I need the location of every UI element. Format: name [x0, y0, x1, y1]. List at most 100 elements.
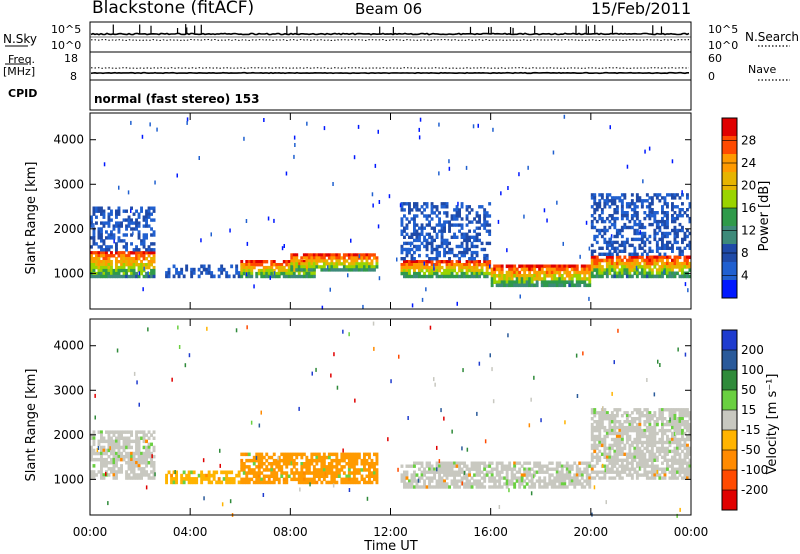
velocity-cell	[538, 479, 542, 483]
power-cell	[175, 271, 178, 275]
power-cell	[528, 264, 532, 269]
power-cell	[95, 257, 98, 261]
velocity-cell	[593, 434, 597, 439]
velocity-cell	[428, 485, 431, 489]
velocity-cell	[655, 449, 659, 454]
velocity-xtick-label: 08:00	[273, 525, 308, 539]
velocity-cell	[661, 446, 664, 451]
velocity-cell	[125, 430, 128, 434]
power-cell	[310, 268, 314, 272]
power-cell	[102, 274, 106, 279]
velocity-cell	[545, 470, 549, 474]
velocity-cell	[352, 455, 356, 460]
power-cell	[110, 268, 113, 273]
power-cell	[500, 280, 504, 284]
velocity-cell	[488, 479, 492, 483]
power-cell	[570, 280, 574, 284]
velocity-cell	[681, 476, 684, 480]
power-cell	[415, 260, 419, 264]
power-cell	[663, 271, 667, 276]
power-cell	[137, 268, 141, 273]
velocity-noise-point	[602, 406, 604, 411]
velocity-cell	[112, 467, 116, 471]
velocity-cell	[623, 467, 627, 471]
power-cell	[648, 216, 652, 221]
power-cell	[317, 259, 321, 263]
velocity-cell	[505, 485, 509, 489]
power-cell	[600, 252, 604, 256]
velocity-noise-point	[290, 461, 293, 466]
power-cell	[615, 271, 619, 276]
velocity-cell	[645, 458, 649, 462]
power-cell	[488, 214, 492, 218]
power-cell	[638, 237, 642, 242]
velocity-cell	[100, 476, 103, 480]
power-cell	[110, 209, 113, 213]
power-cell	[458, 244, 461, 249]
power-cell	[112, 271, 116, 276]
velocity-cell	[250, 458, 254, 463]
power-cell	[475, 214, 479, 218]
velocity-cell	[302, 465, 306, 469]
power-cell	[615, 252, 619, 256]
velocity-cell	[310, 452, 314, 457]
power-cell	[595, 268, 599, 272]
power-cell	[453, 253, 456, 258]
velocity-cell	[112, 439, 116, 444]
power-noise-point	[418, 127, 420, 132]
power-cell	[250, 265, 254, 270]
power-cell	[227, 274, 231, 279]
velocity-cell	[623, 411, 627, 415]
power-cell	[638, 261, 642, 266]
velocity-cell	[360, 477, 364, 482]
power-cell	[628, 202, 632, 206]
velocity-cell	[598, 414, 602, 418]
velocity-cell	[265, 468, 269, 472]
power-cell	[152, 218, 156, 222]
power-cell	[598, 268, 602, 272]
velocity-cell	[585, 470, 589, 474]
power-cell	[100, 230, 103, 234]
power-cell	[668, 231, 672, 236]
power-cell	[618, 249, 622, 253]
power-noise-point	[396, 257, 398, 262]
power-noise-point	[186, 120, 188, 125]
velocity-cell	[628, 467, 632, 471]
power-cell	[585, 277, 589, 281]
velocity-cell	[643, 422, 647, 427]
power-cell	[255, 274, 259, 279]
power-cell	[152, 251, 156, 255]
power-cell	[337, 253, 341, 257]
velocity-colorbar-segment	[722, 370, 737, 391]
power-cell	[460, 274, 464, 279]
power-cell	[480, 241, 484, 246]
velocity-cell	[668, 422, 672, 427]
velocity-cell	[330, 477, 334, 482]
velocity-cell	[453, 473, 456, 477]
power-cell	[498, 274, 502, 278]
power-colorbar-tick-label: 8	[741, 246, 749, 260]
velocity-noise-point	[417, 478, 420, 483]
power-cell	[135, 209, 138, 213]
power-cell	[676, 240, 679, 245]
power-cell	[107, 274, 111, 279]
power-cell	[545, 267, 549, 272]
power-cell	[147, 206, 151, 210]
velocity-cell	[630, 411, 634, 415]
velocity-cell	[520, 473, 524, 477]
velocity-cell	[112, 464, 116, 468]
velocity-cell	[640, 464, 644, 468]
power-cell	[550, 274, 554, 278]
power-cell	[90, 221, 93, 225]
power-cell	[533, 270, 537, 275]
power-cell	[671, 268, 674, 272]
power-cell	[418, 260, 421, 264]
velocity-cell	[495, 461, 499, 465]
power-cell	[220, 264, 224, 269]
power-cell	[658, 274, 662, 279]
velocity-cell	[270, 480, 274, 485]
power-cell	[145, 221, 148, 225]
velocity-cell	[630, 467, 634, 471]
velocity-cell	[130, 445, 133, 450]
power-cell	[668, 261, 672, 266]
